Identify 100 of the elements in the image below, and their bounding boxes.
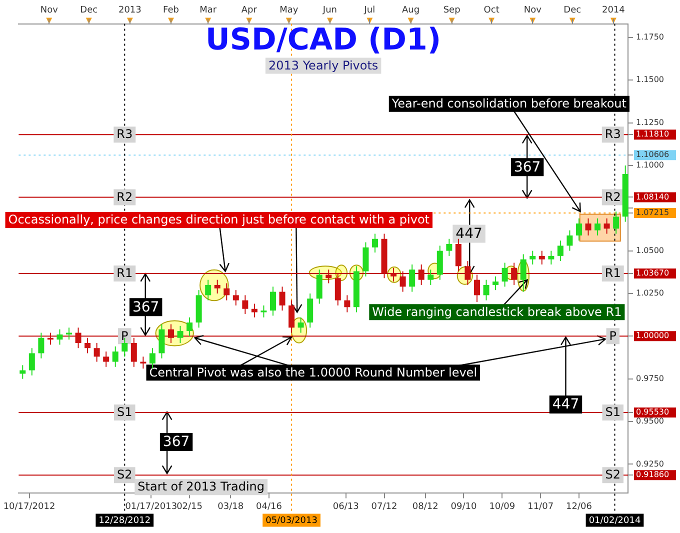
text: S1	[605, 405, 620, 420]
candlestick	[75, 327, 82, 349]
candlestick	[344, 294, 350, 313]
x-tick-label: 02/15	[176, 502, 203, 512]
candlestick	[205, 279, 212, 301]
candlestick	[326, 269, 332, 284]
candlestick	[94, 342, 100, 362]
y-tick-label: 1.1250	[636, 118, 664, 127]
candlestick	[604, 218, 610, 234]
x-tick-label: 11/07	[528, 502, 554, 512]
text: R2	[604, 190, 621, 204]
ref-line-label: 05/03/2013	[266, 516, 318, 526]
candlestick	[585, 218, 592, 236]
ref-line-label: S1	[117, 405, 132, 420]
annotation: 447	[552, 396, 580, 413]
candlestick	[316, 269, 322, 304]
y-tick-label: 0.91860	[636, 470, 670, 480]
ref-line-label: 12/28/2012	[98, 516, 151, 526]
candlestick	[130, 337, 137, 368]
candlestick	[390, 267, 397, 282]
x-tick-label: 10/17/2012	[3, 502, 56, 512]
candlestick	[520, 254, 526, 292]
candlestick	[530, 250, 536, 265]
candlestick	[214, 279, 220, 294]
y-tick-label: 0.95530	[636, 408, 670, 417]
candlestick	[168, 324, 174, 344]
text: P	[609, 328, 616, 343]
candlestick	[288, 300, 295, 334]
text: 2013 Yearly Pivots	[268, 58, 378, 72]
x2-tick-label: Dec	[80, 6, 98, 16]
candlestick	[334, 272, 341, 306]
y-tick-label: 0.9250	[636, 459, 664, 468]
candlestick	[418, 264, 424, 286]
x2-tick-label: Nov	[524, 6, 542, 16]
candlestick	[242, 294, 248, 314]
candlestick	[270, 286, 276, 316]
candlestick	[224, 282, 230, 301]
candlestick	[594, 218, 601, 236]
candlestick	[279, 286, 286, 312]
x-tick-label: 03/18	[218, 502, 244, 512]
text: R3	[604, 127, 621, 142]
candlestick	[38, 332, 44, 359]
y-tick-label: 1.0500	[636, 246, 664, 255]
x2-tick-label: Mar	[200, 6, 217, 16]
ref-line-label: S2	[117, 468, 132, 482]
y-tick-label: 1.1500	[636, 75, 664, 84]
x2-tick-label: Jun	[322, 6, 337, 16]
y-tick-label: 1.10606	[636, 150, 670, 160]
y-tick-label: 1.0250	[636, 288, 664, 298]
annotation: Occassionally, price changes direction just before contact with a pivot	[8, 212, 430, 227]
y-tick-label: 1.08140	[636, 192, 670, 202]
candlestick	[307, 292, 314, 328]
annotation: Central Pivot was also the 1.0000 Round Number level	[149, 365, 478, 380]
candlestick	[372, 233, 378, 254]
x2-tick-label: Aug	[402, 6, 420, 16]
y-tick-label: 1.07215	[636, 208, 670, 218]
text: R1	[604, 266, 621, 280]
y-tick-label: 1.11810	[636, 130, 670, 139]
annotation: Year-end consolidation before breakout	[390, 96, 627, 110]
x-tick-label: 01/17/2013	[125, 502, 178, 512]
x2-tick-label: Oct	[484, 6, 500, 16]
candlestick	[409, 264, 416, 292]
candlestick	[84, 337, 91, 354]
x-tick-label: 12/06	[566, 502, 592, 512]
y-tick-label: 1.1750	[636, 32, 664, 42]
x-tick-label: 04/16	[256, 502, 282, 512]
candlestick	[464, 260, 471, 286]
annotation: Wide ranging candlestick break above R1	[372, 304, 622, 319]
candlestick	[186, 316, 193, 337]
y-tick-label: 1.00000	[636, 331, 670, 340]
candlestick	[474, 274, 480, 303]
candlestick	[428, 269, 434, 286]
candlestick	[613, 211, 620, 234]
candlestick	[28, 348, 35, 376]
x2-tick-label: Nov	[40, 6, 59, 16]
candlestick	[548, 250, 554, 265]
candlestick	[158, 324, 165, 359]
x2-tick-label: Sep	[443, 6, 461, 16]
x-tick-label: 07/12	[371, 502, 398, 512]
candlestick	[511, 262, 518, 286]
candlestick	[538, 250, 545, 265]
candlestick	[251, 303, 258, 318]
x2-tick-label: Feb	[163, 6, 180, 16]
candlestick	[400, 270, 406, 292]
candlestick	[362, 242, 369, 277]
x2-tick-label: 2013	[118, 6, 142, 16]
x2-tick-label: 2014	[602, 6, 626, 16]
annotation: 447	[456, 226, 482, 242]
ref-line-label: 01/02/2014	[588, 516, 641, 526]
candlestick	[557, 240, 564, 262]
candlestick	[232, 290, 239, 306]
x2-tick-label: Apr	[241, 6, 258, 16]
candlestick	[56, 328, 63, 346]
candlestick	[260, 304, 267, 318]
annotation: 367	[514, 159, 541, 176]
candlestick	[177, 325, 184, 344]
ref-line-label: R3	[116, 127, 133, 142]
x-tick-label: 08/12	[412, 502, 438, 512]
annotation: 367	[132, 299, 160, 316]
x-tick-label: 06/13	[332, 502, 359, 512]
